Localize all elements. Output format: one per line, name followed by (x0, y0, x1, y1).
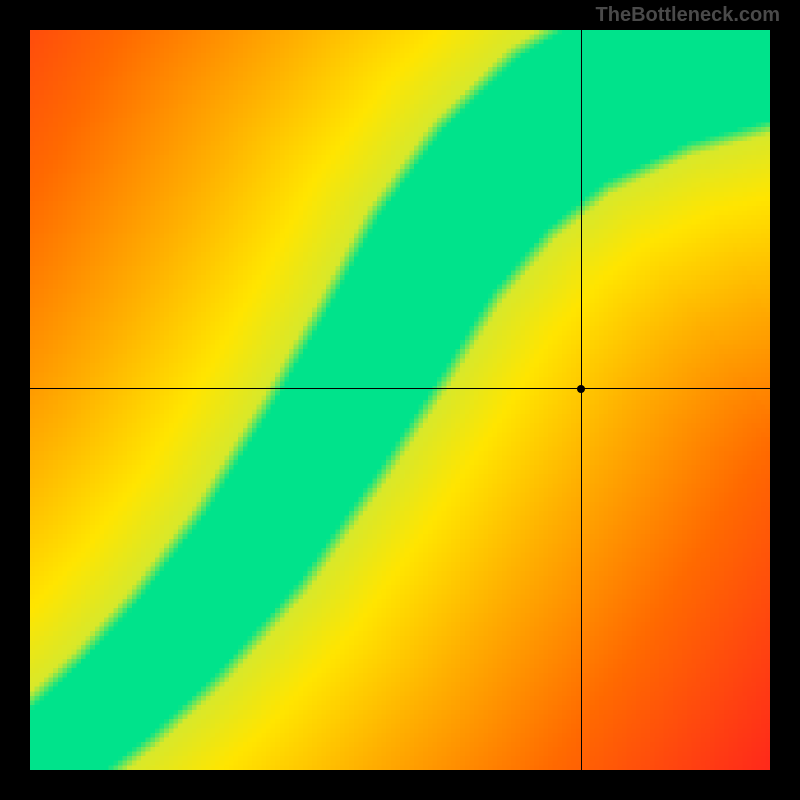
crosshair-vertical (581, 30, 582, 770)
heatmap-canvas (30, 30, 770, 770)
watermark-text: TheBottleneck.com (596, 4, 780, 27)
marker-point (577, 385, 585, 393)
chart-container: TheBottleneck.com (0, 0, 800, 800)
crosshair-horizontal (30, 388, 770, 389)
plot-area (30, 30, 770, 770)
